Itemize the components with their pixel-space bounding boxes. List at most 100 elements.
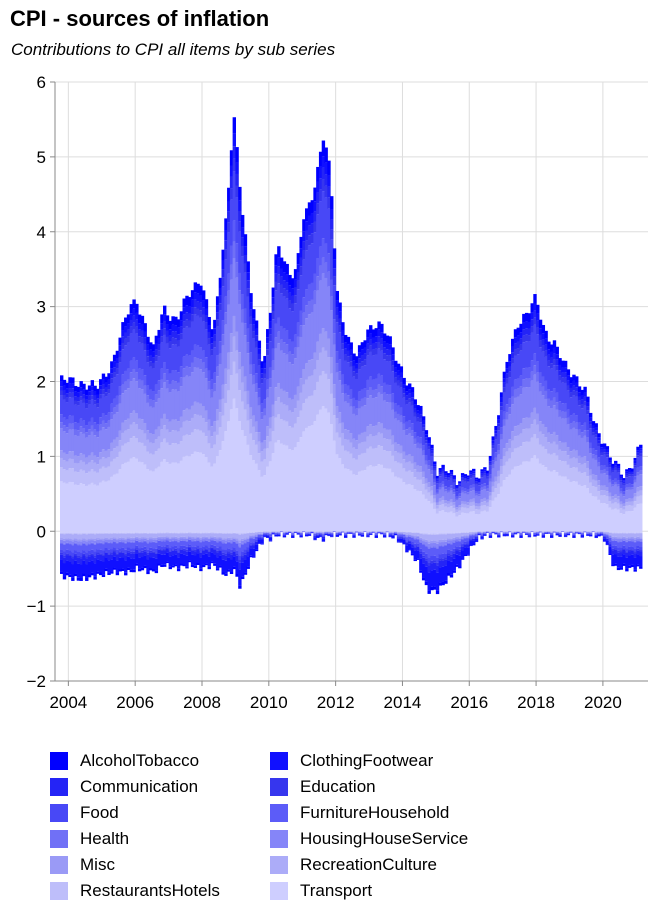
bar-segment (96, 539, 100, 543)
bar-segment (611, 538, 615, 541)
bar-segment (71, 556, 75, 559)
bar-segment (580, 395, 585, 400)
bar-segment (394, 418, 398, 443)
bar-segment (252, 545, 256, 549)
bar-segment (249, 374, 253, 408)
bar-segment (98, 549, 103, 554)
bar-segment (107, 554, 111, 561)
bar-segment (377, 336, 381, 343)
bar-segment (625, 502, 629, 506)
bar-segment (382, 353, 387, 360)
bar-segment (541, 446, 546, 466)
bar-segment (71, 564, 75, 578)
bar-segment (505, 451, 509, 462)
bar-segment (374, 466, 378, 532)
bar-segment (352, 533, 356, 535)
bar-segment (321, 156, 326, 168)
bar-segment (168, 537, 172, 539)
bar-segment (65, 402, 69, 420)
bar-segment (469, 478, 473, 486)
bar-segment (391, 371, 395, 394)
bar-segment (388, 402, 392, 430)
bar-segment (121, 374, 125, 385)
bar-segment (497, 494, 501, 532)
bar-segment (594, 535, 598, 538)
bar-segment (224, 324, 228, 369)
bar-segment (199, 532, 203, 534)
bar-segment (435, 478, 440, 480)
bar-segment (115, 350, 120, 359)
bar-segment (90, 555, 95, 561)
bar-segment (438, 468, 443, 471)
bar-segment (299, 266, 303, 276)
bar-segment (243, 531, 248, 533)
bar-segment (274, 281, 278, 291)
bar-segment (469, 488, 473, 492)
bar-segment (190, 546, 195, 550)
bar-segment (229, 559, 234, 572)
bar-segment (227, 369, 231, 391)
bar-segment (238, 555, 242, 560)
bar-segment (377, 373, 381, 385)
bar-segment (112, 372, 117, 378)
bar-segment (257, 470, 262, 532)
bar-segment (522, 418, 526, 430)
bar-segment (446, 540, 451, 543)
bar-segment (505, 532, 509, 534)
bar-segment (307, 284, 312, 302)
bar-segment (505, 361, 509, 369)
bar-segment (516, 447, 520, 467)
bar-segment (165, 429, 170, 443)
bar-segment (566, 464, 571, 480)
bar-segment (563, 372, 568, 378)
bar-segment (218, 546, 223, 550)
bar-segment (380, 323, 384, 333)
bar-segment (213, 531, 217, 533)
bar-segment (472, 498, 476, 502)
bar-segment (85, 395, 89, 400)
bar-segment (349, 366, 353, 390)
bar-segment (227, 352, 231, 370)
bar-segment (421, 534, 426, 540)
bar-segment (343, 393, 348, 402)
bar-segment (357, 352, 362, 359)
bar-segment (614, 498, 618, 503)
bar-segment (160, 461, 164, 532)
bar-segment (163, 413, 167, 426)
bar-segment (132, 532, 136, 534)
bar-segment (79, 391, 83, 397)
bar-segment (277, 246, 281, 258)
bar-segment (210, 379, 214, 390)
bar-segment (204, 545, 209, 549)
bar-segment (218, 353, 223, 365)
bar-segment (235, 574, 239, 577)
bar-segment (402, 533, 406, 534)
bar-segment (408, 539, 412, 541)
bar-segment (355, 356, 359, 364)
bar-segment (266, 343, 270, 350)
bar-segment (561, 377, 565, 383)
bar-segment (140, 541, 145, 543)
bar-segment (143, 331, 147, 338)
bar-segment (238, 390, 242, 422)
bar-segment (533, 407, 537, 420)
bar-segment (491, 468, 495, 482)
bar-segment (98, 452, 103, 460)
bar-segment (452, 502, 456, 505)
bar-segment (129, 360, 133, 373)
bar-segment (416, 545, 420, 547)
bar-segment (182, 377, 186, 411)
bar-segment (318, 178, 323, 190)
bar-segment (238, 540, 242, 543)
bar-segment (488, 455, 493, 459)
bar-segment (137, 532, 142, 534)
bar-segment (536, 424, 540, 439)
bar-segment (466, 543, 470, 545)
bar-segment (204, 329, 209, 358)
bar-segment (316, 258, 320, 277)
bar-segment (104, 542, 108, 548)
bar-segment (274, 417, 278, 443)
bar-segment (151, 569, 156, 572)
bar-segment (602, 465, 607, 470)
bar-segment (82, 543, 86, 551)
